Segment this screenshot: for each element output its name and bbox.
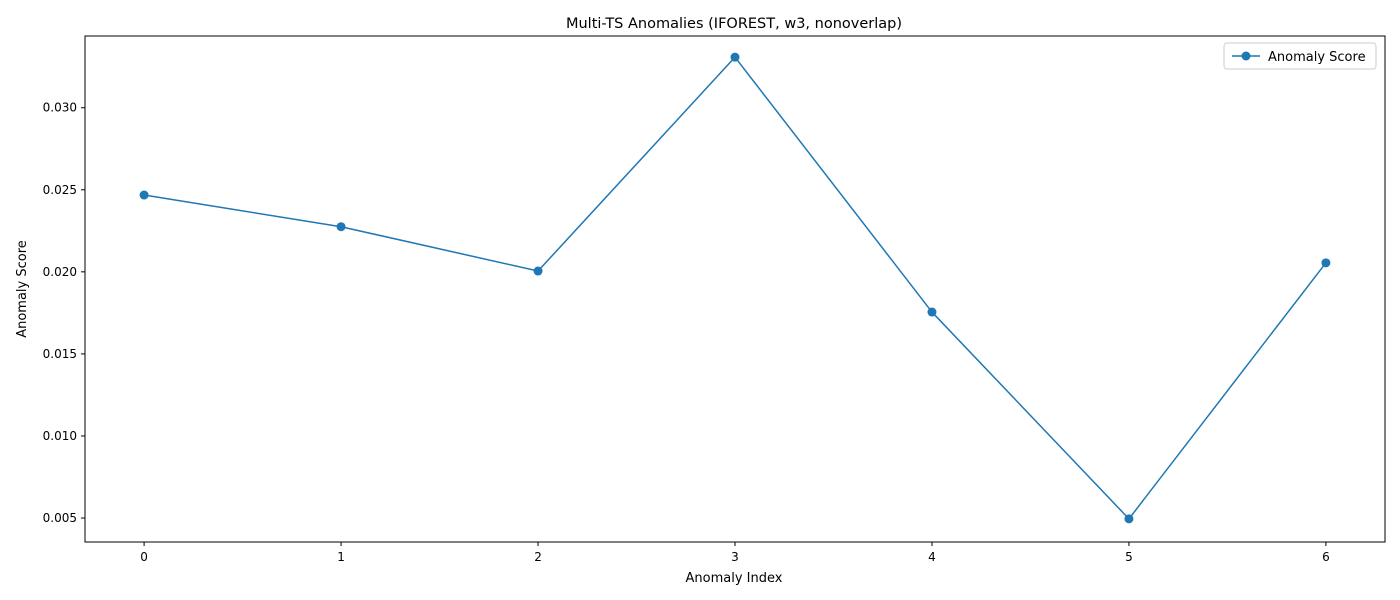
chart-title: Multi-TS Anomalies (IFOREST, w3, nonover… (566, 16, 902, 32)
x-tick-label: 3 (731, 550, 739, 564)
series-line (143, 56, 1327, 520)
data-point (336, 222, 346, 232)
x-tick-label: 6 (1322, 550, 1330, 564)
y-tick-label: 0.015 (43, 347, 77, 361)
data-point (927, 307, 937, 317)
y-tick-label: 0.020 (43, 265, 77, 279)
x-tick-label: 5 (1125, 550, 1133, 564)
y-tick-label: 0.010 (43, 429, 77, 443)
legend-box (1223, 42, 1377, 70)
y-axis-label: Anomaly Score (15, 240, 30, 338)
y-tick-label: 0.030 (43, 101, 77, 115)
data-point (1321, 258, 1331, 268)
data-point (139, 190, 149, 200)
legend-label: Anomaly Score (1268, 50, 1366, 65)
data-point (730, 52, 740, 62)
x-axis-label: Anomaly Index (686, 571, 783, 586)
data-point (1124, 514, 1134, 524)
legend: Anomaly Score (1223, 42, 1377, 70)
legend-marker (1241, 51, 1251, 61)
x-tick-label: 1 (337, 550, 345, 564)
axes-frame (84, 35, 1386, 543)
x-tick-label: 2 (534, 550, 542, 564)
data-point (533, 266, 543, 276)
x-tick-label: 0 (140, 550, 148, 564)
x-tick-label: 4 (928, 550, 936, 564)
y-tick-label: 0.025 (43, 183, 77, 197)
y-tick-label: 0.005 (43, 511, 77, 525)
plot-area: 0 1 2 3 4 5 6 0.005 0.010 0.015 0.020 0.025 0.030 (43, 35, 1386, 564)
